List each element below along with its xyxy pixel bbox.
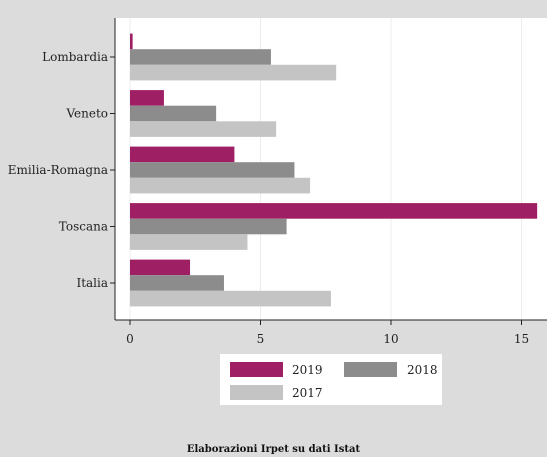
- x-axis: 0 5 10 15: [126, 320, 529, 346]
- y-tick-label: Toscana: [59, 220, 108, 234]
- source-note: Elaborazioni Irpet su dati Istat: [186, 444, 361, 455]
- y-tick-label: Veneto: [65, 107, 108, 121]
- bar-2018: [130, 49, 271, 65]
- bar-2019: [130, 33, 133, 50]
- legend: 2019 2018 2017: [220, 354, 442, 405]
- y-axis: Lombardia Veneto Emilia-Romagna Toscana Ital…: [8, 50, 115, 290]
- legend-swatch-2019: [230, 362, 283, 377]
- bar-2017: [130, 64, 337, 81]
- bar-2019: [130, 90, 164, 106]
- y-tick-label: Lombardia: [42, 50, 108, 64]
- bar-2018: [130, 218, 287, 235]
- bar-2019: [130, 146, 235, 163]
- bar-2017: [130, 121, 277, 137]
- bar-2018: [130, 105, 217, 122]
- x-tick-label: 0: [126, 332, 134, 346]
- bar-2017: [130, 234, 248, 250]
- bar-2019: [130, 259, 191, 276]
- legend-label-2017: 2017: [292, 386, 323, 400]
- bar-2018: [130, 275, 224, 291]
- bar-2019: [130, 203, 538, 219]
- bar-2017: [130, 177, 311, 194]
- bar-2017: [130, 290, 331, 307]
- x-tick-label: 10: [383, 332, 398, 346]
- bars: [130, 33, 538, 307]
- x-tick-label: 5: [257, 332, 265, 346]
- bar-2018: [130, 162, 295, 178]
- legend-swatch-2018: [344, 362, 397, 377]
- y-tick-label: Emilia-Romagna: [8, 163, 108, 177]
- legend-label-2018: 2018: [407, 363, 438, 377]
- legend-swatch-2017: [230, 385, 283, 400]
- legend-label-2019: 2019: [292, 363, 323, 377]
- y-tick-label: Italia: [76, 276, 108, 290]
- x-tick-label: 15: [514, 332, 529, 346]
